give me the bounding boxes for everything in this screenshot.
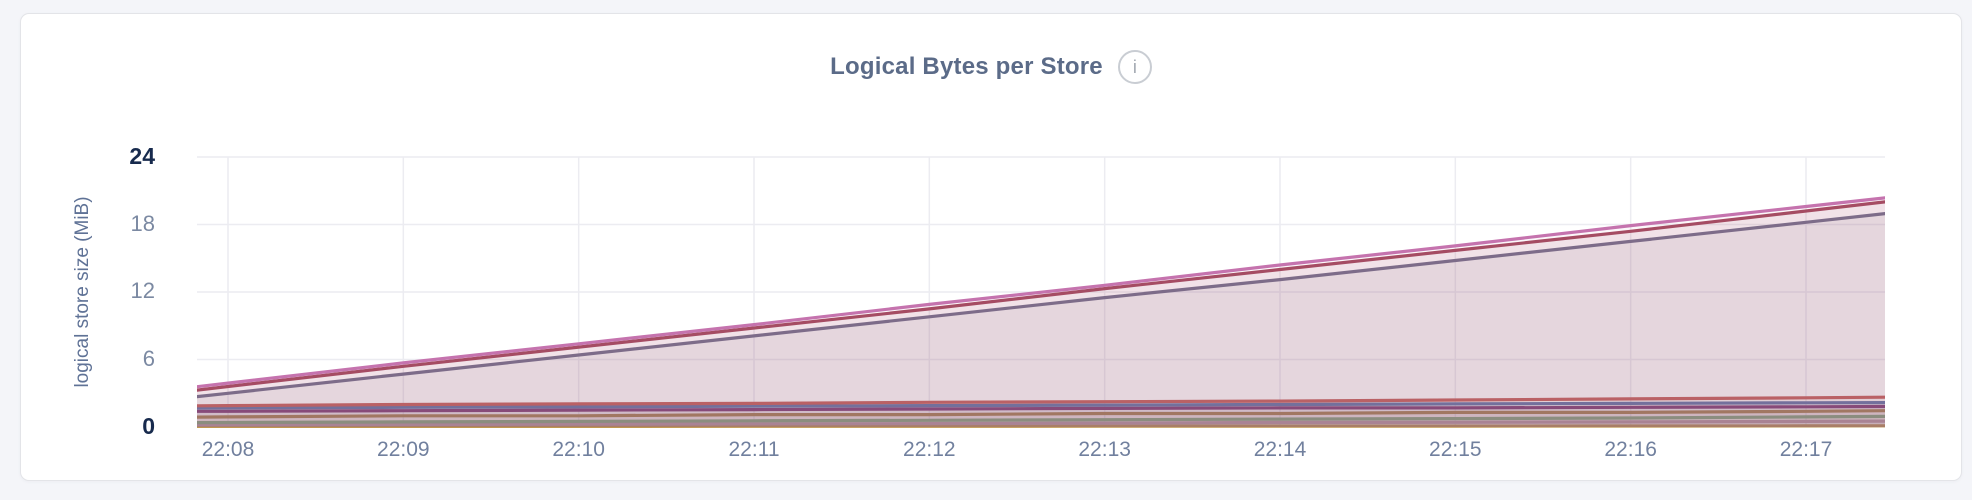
x-tick-label: 22:13: [1078, 438, 1131, 461]
y-tick-label: 0: [142, 413, 155, 439]
x-tick-label: 22:14: [1253, 438, 1307, 461]
y-tick-label: 18: [130, 210, 155, 236]
series-04-line: [197, 395, 1885, 408]
series-03-line: [197, 211, 1885, 399]
x-tick-label: 22:11: [728, 438, 780, 461]
series-10-line: [197, 424, 1885, 428]
x-tick-label: 22:08: [201, 438, 255, 461]
series-06-area: [197, 406, 1885, 427]
x-tick-label: 22:09: [377, 438, 430, 461]
series-09-line: [197, 419, 1885, 427]
series-05-line: [197, 401, 1885, 410]
series-08-line: [197, 414, 1885, 425]
metric-card: Logical Bytes per Store i logical store …: [20, 13, 1962, 481]
series-01-line: [197, 196, 1885, 389]
x-tick-label: 22:10: [552, 438, 605, 461]
series-02-area: [197, 201, 1885, 427]
y-tick-label: 6: [142, 345, 155, 371]
series-02-line: [197, 200, 1885, 392]
chart-title: Logical Bytes per Store: [830, 53, 1103, 80]
series-05-area: [197, 402, 1885, 427]
info-icon[interactable]: i: [1117, 50, 1152, 84]
chart-plot-area[interactable]: [197, 144, 1885, 434]
x-tick-label: 22:16: [1604, 438, 1657, 461]
y-tick-label: 24: [129, 143, 155, 169]
series-01-area: [197, 197, 1885, 427]
x-tick-label: 22:12: [903, 438, 956, 461]
series-06-line: [197, 404, 1885, 413]
series-03-area: [197, 213, 1885, 427]
chart-header: Logical Bytes per Store i: [21, 50, 1961, 84]
x-tick-label: 22:15: [1429, 438, 1482, 461]
series-07-line: [197, 409, 1885, 419]
x-tick-label: 22:17: [1779, 438, 1833, 461]
y-tick-label: 12: [130, 278, 155, 303]
series-07-area: [197, 410, 1885, 427]
